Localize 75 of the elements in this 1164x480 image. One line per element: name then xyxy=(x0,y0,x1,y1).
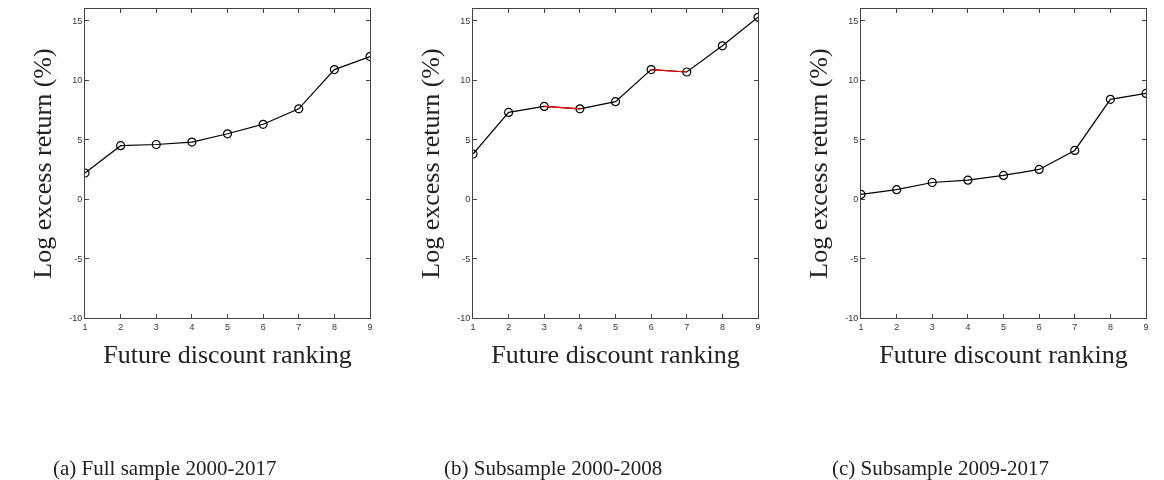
y-tick-label: 0 xyxy=(77,194,83,205)
y-tick-label: 10 xyxy=(460,75,471,86)
y-tick-label: -5 xyxy=(850,253,859,264)
point xyxy=(575,104,585,114)
x-tick-label: 2 xyxy=(506,321,512,332)
point xyxy=(1070,145,1080,156)
point xyxy=(892,185,902,195)
x-tick-label: 6 xyxy=(260,321,266,332)
x-tick-label: 3 xyxy=(541,321,547,332)
y-tick-label: 15 xyxy=(848,16,859,27)
text: (b) Subsample 2000-2008 xyxy=(444,456,663,480)
y-tick-label: 5 xyxy=(77,134,83,145)
y-tick-label: -10 xyxy=(845,313,859,324)
point xyxy=(329,65,339,75)
x-tick-label: 9 xyxy=(367,321,373,332)
x-tick-label: 5 xyxy=(1000,321,1007,332)
x-tick-label: 9 xyxy=(755,321,761,332)
point xyxy=(539,101,549,112)
point xyxy=(187,137,197,147)
point xyxy=(1034,164,1044,175)
y-tick-label: 10 xyxy=(72,75,83,86)
x-tick-label: 8 xyxy=(331,321,337,332)
x-tick-label: 6 xyxy=(1036,321,1042,332)
y-tick-label: 10 xyxy=(848,75,859,86)
x-tick-label: 3 xyxy=(153,321,159,332)
x-tick-label: 8 xyxy=(1107,321,1113,332)
x-axis-title: Future discount ranking xyxy=(879,340,1128,370)
point xyxy=(998,170,1009,180)
x-tick-label: 9 xyxy=(1143,321,1149,332)
x-tick-label: 7 xyxy=(684,321,690,332)
x-tick-label: 4 xyxy=(965,321,971,332)
x-tick-label: 2 xyxy=(894,321,900,332)
y-axis-title: Log excess return (%) xyxy=(27,48,57,279)
x-tick-label: 8 xyxy=(719,321,725,332)
y-tick-label: 0 xyxy=(465,194,471,205)
y-axis-title: Log excess return (%) xyxy=(803,48,833,279)
y-tick-label: -5 xyxy=(462,253,471,264)
text: (a) Full sample 2000-2017 xyxy=(53,456,277,480)
point xyxy=(116,141,126,151)
point xyxy=(222,129,233,139)
y-tick-label: 0 xyxy=(853,194,859,205)
point xyxy=(717,41,727,51)
x-tick-label: 6 xyxy=(648,321,654,332)
point xyxy=(610,97,621,107)
y-axis-title: Log excess return (%) xyxy=(415,48,445,279)
x-tick-label: 1 xyxy=(82,321,88,332)
x-tick-label: 7 xyxy=(296,321,302,332)
point xyxy=(927,177,937,188)
x-axis-title: Future discount ranking xyxy=(103,340,352,370)
point xyxy=(646,65,656,75)
point xyxy=(294,104,304,114)
point xyxy=(258,119,268,129)
point xyxy=(1105,94,1115,104)
y-tick-label: -10 xyxy=(69,313,83,324)
point xyxy=(963,175,973,185)
x-tick-label: 7 xyxy=(1072,321,1078,332)
y-tick-label: 15 xyxy=(460,16,471,27)
x-tick-label: 3 xyxy=(929,321,935,332)
text: (c) Subsample 2009-2017 xyxy=(832,456,1049,480)
x-tick-label: 5 xyxy=(224,321,231,332)
x-tick-label: 1 xyxy=(858,321,864,332)
x-tick-label: 5 xyxy=(612,321,619,332)
x-tick-label: 4 xyxy=(577,321,583,332)
x-axis-title: Future discount ranking xyxy=(491,340,740,370)
y-tick-label: 5 xyxy=(465,134,471,145)
x-tick-label: 4 xyxy=(189,321,195,332)
y-tick-label: 5 xyxy=(853,134,859,145)
point xyxy=(504,107,514,117)
point xyxy=(682,67,692,77)
x-tick-label: 2 xyxy=(118,321,124,332)
y-tick-label: -5 xyxy=(74,253,83,264)
x-tick-label: 1 xyxy=(470,321,476,332)
y-tick-label: -10 xyxy=(457,313,471,324)
point xyxy=(151,139,161,150)
y-tick-label: 15 xyxy=(72,16,83,27)
